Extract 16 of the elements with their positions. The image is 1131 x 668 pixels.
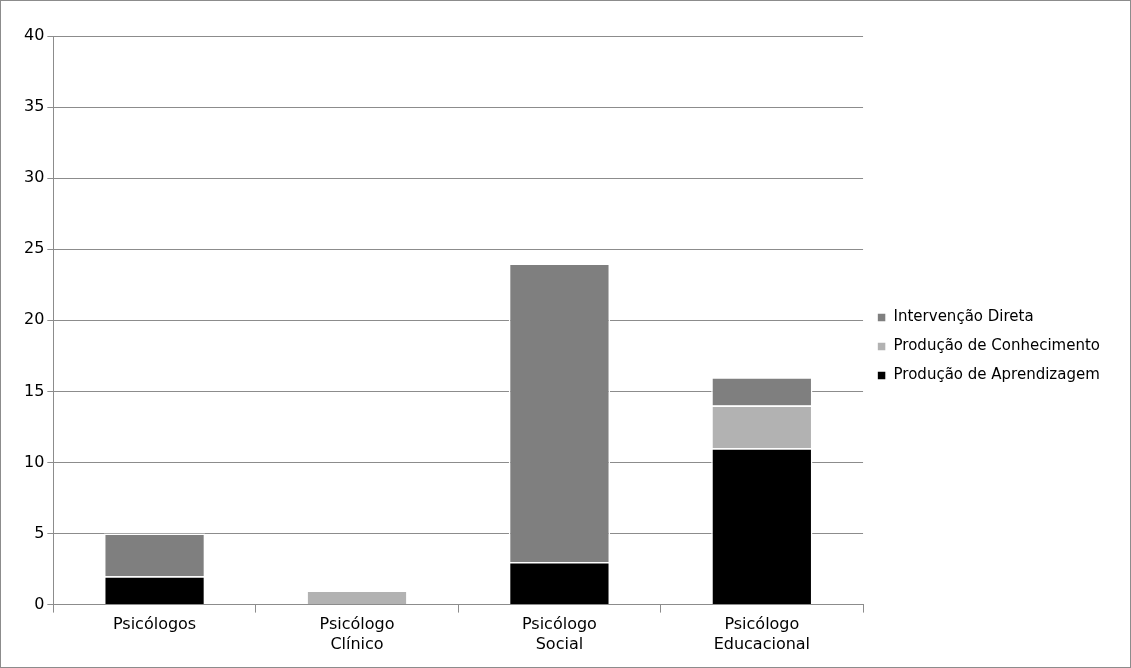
y-tick-label: 20 [24, 309, 45, 329]
y-tick-label: 15 [24, 380, 45, 400]
y-tick-label: 5 [34, 522, 45, 542]
y-tick-label: 10 [24, 451, 45, 471]
y-tick-label: 35 [24, 96, 45, 116]
x-tick-label: Psicólogo Social [521, 614, 597, 653]
y-tick-label: 25 [24, 238, 45, 258]
y-tick-label: 30 [24, 167, 45, 187]
y-tick-label: 0 [34, 593, 45, 613]
legend-label: Produção de Conhecimento [893, 336, 1101, 355]
legend-label: Produção de Aprendizagem [893, 365, 1100, 384]
x-tick-label: Psicólogo Educacional [713, 614, 811, 653]
x-tick-label: Psicólogo Clínico [319, 614, 395, 653]
legend-label: Intervenção Direta [893, 307, 1034, 326]
y-tick-label: 40 [24, 25, 45, 45]
x-tick-label: Psicólogos [112, 614, 197, 634]
